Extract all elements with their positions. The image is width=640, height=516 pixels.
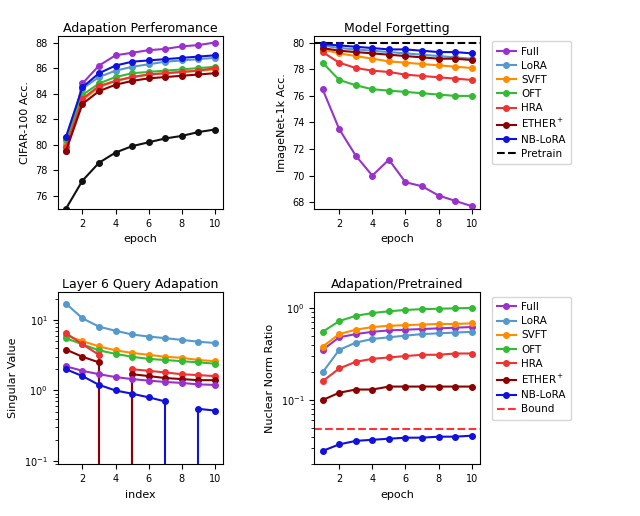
X-axis label: epoch: epoch bbox=[380, 490, 414, 499]
X-axis label: epoch: epoch bbox=[380, 234, 414, 244]
X-axis label: index: index bbox=[125, 490, 156, 499]
Title: Adapation/Pretrained: Adapation/Pretrained bbox=[331, 278, 463, 291]
Legend: Full, LoRA, SVFT, OFT, HRA, ETHER$^+$, NB-LoRA, Bound: Full, LoRA, SVFT, OFT, HRA, ETHER$^+$, N… bbox=[492, 297, 571, 420]
Title: Adapation Perferomance: Adapation Perferomance bbox=[63, 22, 218, 35]
Title: Layer 6 Query Adapation: Layer 6 Query Adapation bbox=[62, 278, 219, 291]
Y-axis label: Nuclear Norm Ratio: Nuclear Norm Ratio bbox=[265, 324, 275, 432]
Y-axis label: ImageNet-1k Acc.: ImageNet-1k Acc. bbox=[276, 73, 287, 172]
Legend: Full, LoRA, SVFT, OFT, HRA, ETHER$^+$, NB-LoRA, Pretrain: Full, LoRA, SVFT, OFT, HRA, ETHER$^+$, N… bbox=[492, 41, 571, 164]
Y-axis label: Singular Value: Singular Value bbox=[8, 338, 19, 418]
X-axis label: epoch: epoch bbox=[124, 234, 157, 244]
Y-axis label: CIFAR-100 Acc.: CIFAR-100 Acc. bbox=[20, 81, 30, 164]
Title: Model Forgetting: Model Forgetting bbox=[344, 22, 450, 35]
